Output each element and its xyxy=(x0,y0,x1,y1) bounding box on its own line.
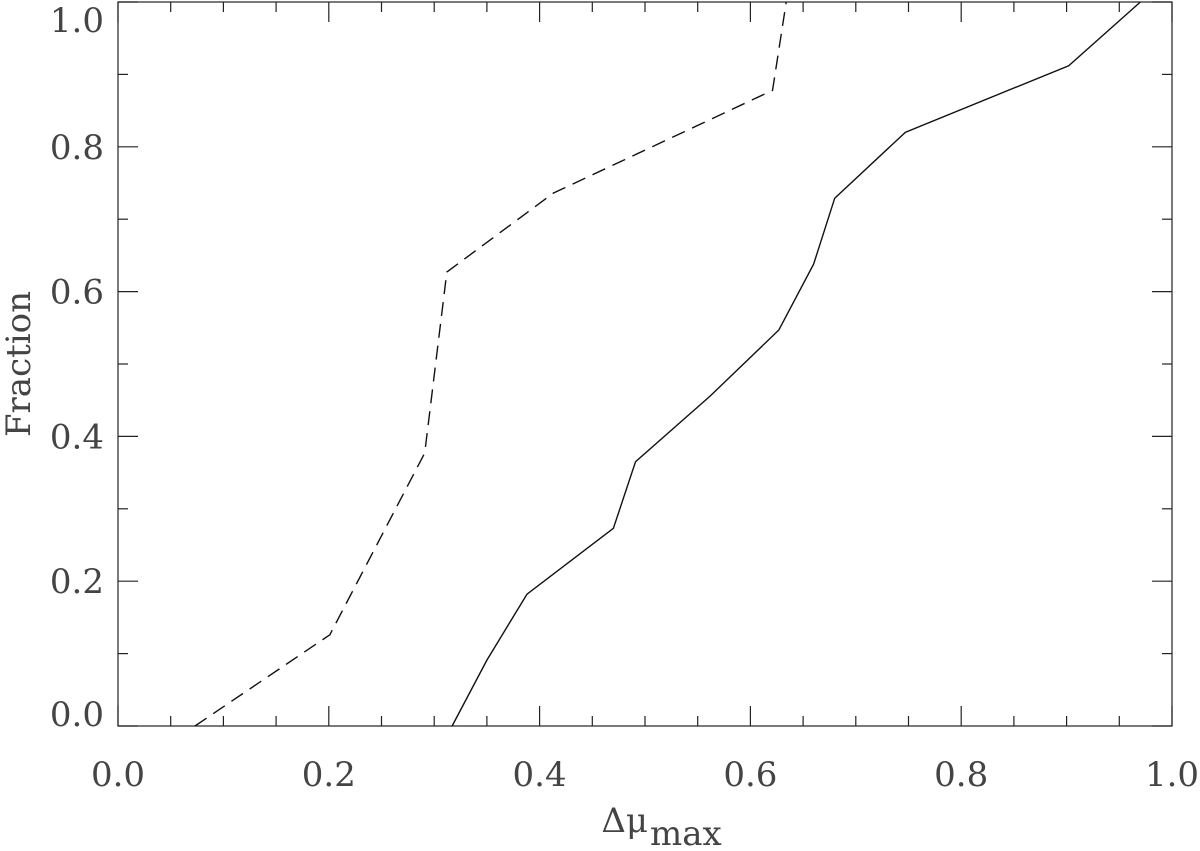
x-axis-label-subscript: max xyxy=(650,814,722,851)
plot-frame xyxy=(117,1,1173,727)
x-tick-label: 0.4 xyxy=(513,755,567,795)
x-tick-label: 0.6 xyxy=(723,755,777,795)
y-tick-label: 0.0 xyxy=(50,695,104,735)
x-tick-label: 1.0 xyxy=(1145,755,1199,795)
y-tick-label: 0.8 xyxy=(50,128,104,168)
y-tick-label: 0.2 xyxy=(50,562,104,602)
x-tick-label: 0.0 xyxy=(91,755,145,795)
x-tick-label: 0.2 xyxy=(302,755,356,795)
y-tick-label: 1.0 xyxy=(50,1,104,41)
series-line xyxy=(194,1,787,727)
series-line xyxy=(451,1,1141,727)
x-tick-label: 0.8 xyxy=(934,755,988,795)
y-tick-label: 0.6 xyxy=(50,273,104,313)
x-axis-label: Δμ xyxy=(601,801,648,841)
y-axis-label: Fraction xyxy=(0,291,39,437)
y-tick-label: 0.4 xyxy=(50,417,104,457)
